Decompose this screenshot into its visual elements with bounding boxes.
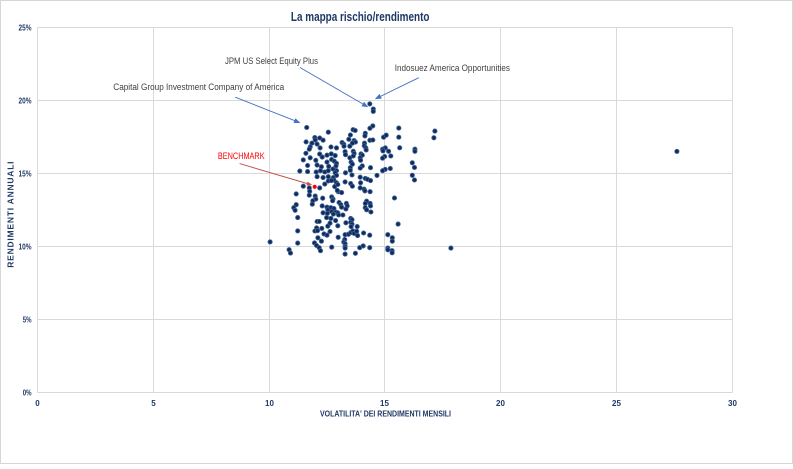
svg-text:20%: 20% <box>19 96 32 105</box>
svg-text:10: 10 <box>265 399 274 408</box>
svg-text:25: 25 <box>612 399 621 408</box>
svg-text:0%: 0% <box>23 388 32 397</box>
svg-text:5%: 5% <box>23 315 32 324</box>
svg-text:25%: 25% <box>19 23 32 32</box>
svg-text:VOLATILITA' DEI RENDIMENTI MEN: VOLATILITA' DEI RENDIMENTI MENSILI <box>320 409 451 419</box>
svg-text:JPM US Select Equity Plus: JPM US Select Equity Plus <box>225 56 319 66</box>
svg-text:Indosuez America Opportunities: Indosuez America Opportunities <box>395 63 511 73</box>
svg-text:30: 30 <box>728 399 737 408</box>
svg-text:5: 5 <box>151 399 156 408</box>
svg-text:20: 20 <box>496 399 505 408</box>
svg-text:Capital Group Investment Compa: Capital Group Investment Company of Amer… <box>113 82 284 92</box>
svg-text:15: 15 <box>380 399 389 408</box>
svg-text:La mappa rischio/rendimento: La mappa rischio/rendimento <box>291 9 430 24</box>
svg-text:10%: 10% <box>19 242 32 251</box>
svg-text:RENDIMENTI ANNUALI: RENDIMENTI ANNUALI <box>5 161 15 267</box>
svg-text:0: 0 <box>35 399 40 408</box>
svg-text:BENCHMARK: BENCHMARK <box>218 151 265 161</box>
svg-text:15%: 15% <box>19 169 32 178</box>
